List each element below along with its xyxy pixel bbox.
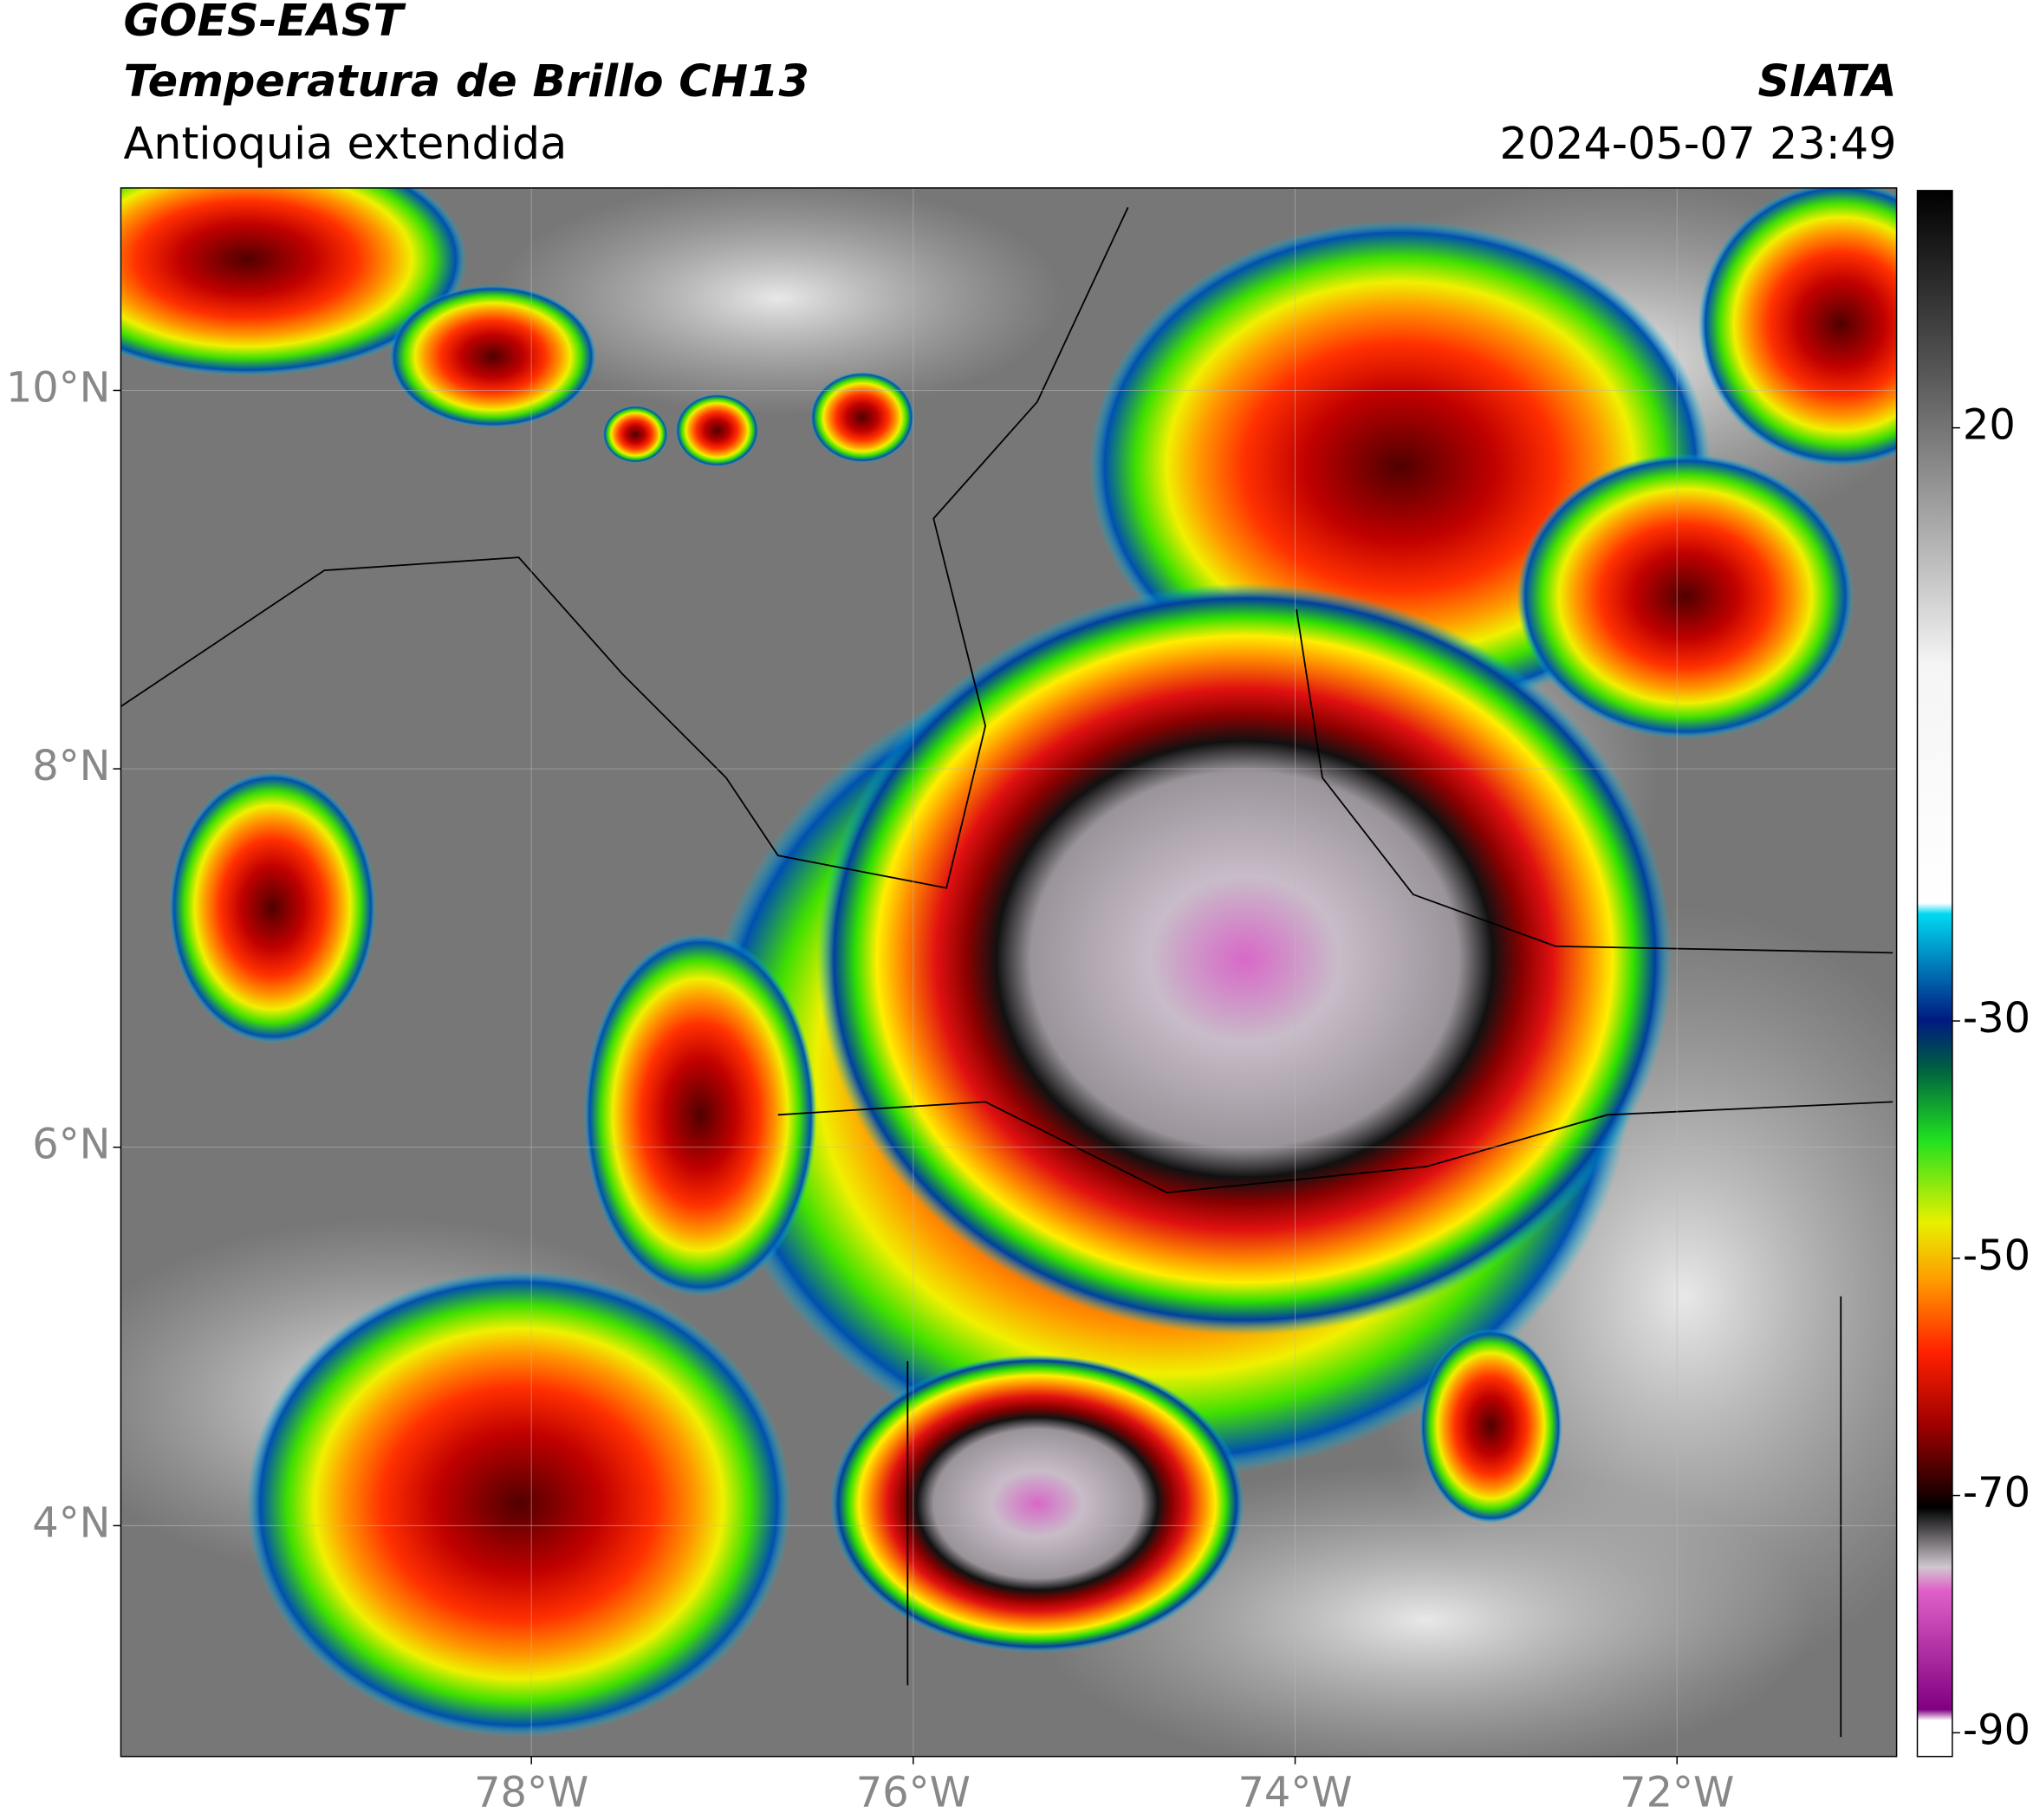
- storm: [583, 933, 817, 1297]
- x-tick-label: 72°W: [1620, 1770, 1734, 1817]
- colorbar-tick-label: -90: [1963, 1706, 2030, 1754]
- storm: [1517, 453, 1854, 739]
- x-tick-label: 78°W: [474, 1770, 588, 1817]
- plot-frame: [120, 187, 1898, 1758]
- cloud: [492, 187, 1063, 415]
- storm: [246, 1270, 791, 1738]
- colorbar-tick-label: -70: [1963, 1470, 2030, 1518]
- storm: [1419, 1329, 1562, 1524]
- product: Temperatura de Brillo CH13: [123, 55, 809, 107]
- storm: [1698, 187, 1897, 467]
- storm: [120, 187, 467, 376]
- region: Antioquia extendida: [123, 118, 567, 169]
- colorbar-tick-label: -30: [1963, 995, 2030, 1043]
- colorbar-tick-label: 20: [1963, 402, 2016, 450]
- y-tick-label: 6°N: [32, 1121, 110, 1169]
- storm: [810, 372, 914, 463]
- agency: SIATA: [1757, 55, 1896, 107]
- border: [120, 206, 1893, 1738]
- colorbar: [1916, 190, 1953, 1758]
- storm: [168, 770, 377, 1044]
- y-tick-label: 4°N: [32, 1499, 110, 1547]
- imagery: [120, 187, 1897, 1757]
- storm: [675, 393, 759, 467]
- storm: [389, 285, 597, 428]
- y-tick-label: 10°N: [6, 364, 111, 412]
- storm: [816, 583, 1673, 1336]
- colorbar-tick-label: -50: [1963, 1232, 2030, 1280]
- x-tick-label: 76°W: [856, 1770, 971, 1817]
- y-tick-label: 8°N: [32, 743, 110, 790]
- storm: [829, 1355, 1245, 1654]
- grid: [120, 187, 1897, 1757]
- satellite: GOES-EAST: [123, 0, 406, 46]
- x-tick-label: 74°W: [1237, 1770, 1352, 1817]
- timestamp: 2024-05-07 23:49: [1499, 118, 1896, 169]
- storm: [602, 406, 668, 463]
